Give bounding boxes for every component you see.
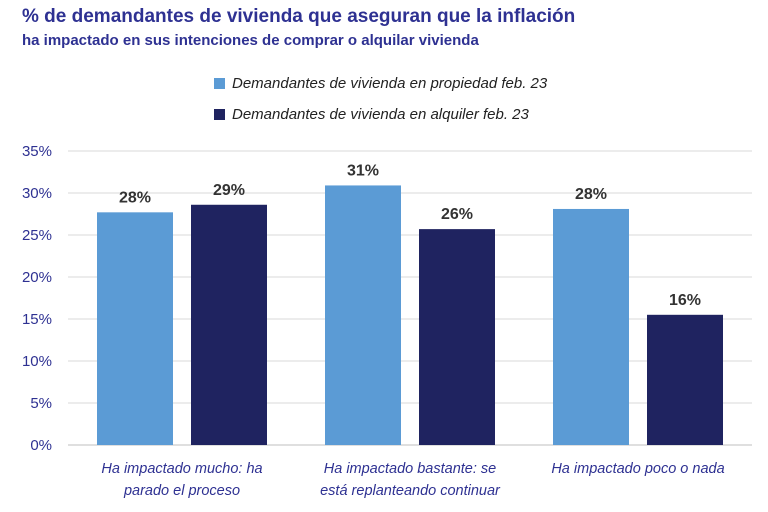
x-category-label: Ha impactado poco o nada — [551, 461, 724, 477]
y-tick-label: 30% — [22, 185, 52, 202]
x-category-label: Ha impactado bastante: se está replantean… — [320, 461, 501, 499]
data-label: 28% — [575, 186, 607, 203]
x-category-label-line: Ha impactado poco o nada — [551, 461, 724, 477]
chart-subtitle: ha impactado en sus intenciones de compr… — [22, 32, 479, 49]
x-category-label-line: está replanteando continuar — [320, 483, 501, 499]
data-label: 29% — [213, 182, 245, 199]
y-tick-label: 10% — [22, 353, 52, 370]
y-tick-label: 0% — [30, 437, 52, 454]
legend-item-alquiler: Demandantes de vivienda en alquiler feb.… — [214, 105, 547, 123]
bar-series-2-cat-2 — [419, 229, 495, 445]
x-category-label-line: parado el proceso — [123, 483, 240, 499]
y-tick-label: 35% — [22, 143, 52, 160]
data-label: 26% — [441, 206, 473, 223]
y-tick-label: 25% — [22, 227, 52, 244]
x-category-label-line: Ha impactado bastante: se — [324, 461, 497, 477]
legend-swatch-propiedad — [214, 77, 225, 89]
legend-label-propiedad: Demandantes de vivienda en propiedad feb… — [232, 74, 548, 92]
bar-series-1-cat-2 — [325, 185, 401, 445]
bar-series-1-cat-1 — [97, 212, 173, 445]
bar-series-1-cat-3 — [553, 208, 629, 445]
legend-swatch-alquiler — [214, 108, 225, 120]
x-category-label: Ha impactado mucho: ha parado el proceso — [101, 461, 262, 499]
bar-series-2-cat-1 — [191, 204, 267, 445]
y-tick-label: 15% — [22, 311, 52, 328]
x-category-label-line: Ha impactado mucho: ha — [101, 461, 262, 477]
bar-series-2-cat-3 — [647, 314, 723, 445]
data-label: 31% — [347, 162, 379, 179]
data-label: 28% — [119, 189, 151, 206]
chart-title: % de demandantes de vivienda que asegura… — [22, 6, 576, 27]
legend: Demandantes de vivienda en propiedad feb… — [214, 74, 547, 136]
y-tick-label: 20% — [22, 269, 52, 286]
data-label: 16% — [669, 292, 701, 309]
legend-item-propiedad: Demandantes de vivienda en propiedad feb… — [214, 74, 547, 92]
legend-label-alquiler: Demandantes de vivienda en alquiler feb.… — [232, 105, 529, 123]
y-tick-label: 5% — [30, 395, 52, 412]
